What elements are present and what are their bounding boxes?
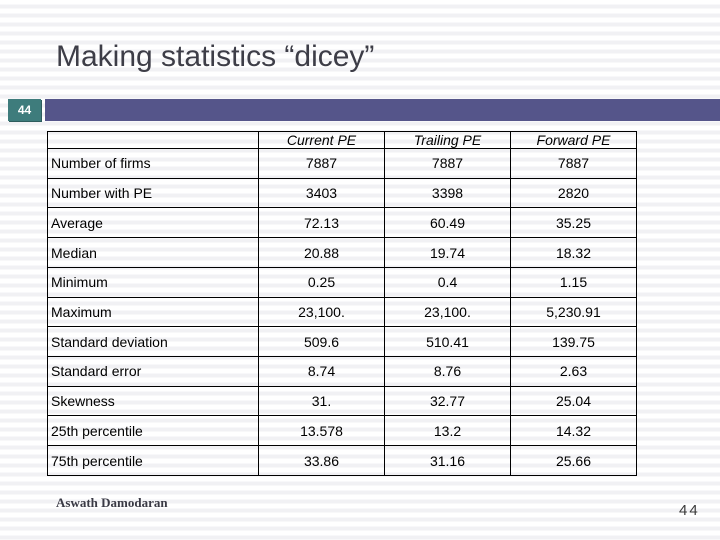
pe-statistics-table: Current PE Trailing PE Forward PE Number… [47,131,637,476]
cell-value: 13.2 [384,415,511,447]
table-header-row: Current PE Trailing PE Forward PE [47,131,637,149]
table-row: Median 20.88 19.74 18.32 [47,237,637,268]
row-label: Number with PE [47,177,259,209]
slide-title: Making statistics “dicey” [56,40,375,73]
row-label: Maximum [47,296,259,328]
footer-author: Aswath Damodaran [56,495,168,510]
page-number: 44 [679,502,700,519]
table-row: Maximum 23,100. 23,100. 5,230.91 [47,296,637,328]
slide-number-badge: 44 [8,99,41,121]
cell-value: 32.77 [384,385,511,417]
table-row: Standard error 8.74 8.76 2.63 [47,356,637,387]
cell-value: 20.88 [258,237,385,268]
cell-value: 8.76 [384,356,511,387]
cell-value: 33.86 [258,445,385,476]
cell-value: 35.25 [510,207,637,239]
cell-value: 5,230.91 [510,296,637,328]
cell-value: 25.66 [510,445,637,476]
row-label: Skewness [47,385,259,417]
table-row: Skewness 31. 32.77 25.04 [47,385,637,417]
cell-value: 18.32 [510,237,637,268]
row-label: 75th percentile [47,445,259,476]
table-row: Minimum 0.25 0.4 1.15 [47,266,637,298]
column-header-current-pe: Current PE [258,131,385,149]
cell-value: 2820 [510,177,637,209]
row-label: Minimum [47,266,259,298]
cell-value: 3403 [258,177,385,209]
row-label: Standard deviation [47,326,259,358]
cell-value: 1.15 [510,266,637,298]
row-label: Standard error [47,356,259,387]
cell-value: 7887 [384,148,511,179]
column-header-empty [47,131,259,149]
row-label: Average [47,207,259,239]
row-label: Median [47,237,259,268]
title-underline-bar [45,99,720,121]
cell-value: 510.41 [384,326,511,358]
table-row: Number with PE 3403 3398 2820 [47,177,637,209]
table-row: Number of firms 7887 7887 7887 [47,148,637,179]
cell-value: 0.25 [258,266,385,298]
cell-value: 23,100. [258,296,385,328]
cell-value: 31.16 [384,445,511,476]
cell-value: 72.13 [258,207,385,239]
row-label: 25th percentile [47,415,259,447]
cell-value: 13.578 [258,415,385,447]
table-row: 25th percentile 13.578 13.2 14.32 [47,415,637,447]
table-row: Average 72.13 60.49 35.25 [47,207,637,239]
cell-value: 509.6 [258,326,385,358]
row-label: Number of firms [47,148,259,179]
cell-value: 31. [258,385,385,417]
table-row: 75th percentile 33.86 31.16 25.66 [47,445,637,476]
cell-value: 7887 [510,148,637,179]
cell-value: 8.74 [258,356,385,387]
cell-value: 19.74 [384,237,511,268]
cell-value: 25.04 [510,385,637,417]
cell-value: 2.63 [510,356,637,387]
column-header-forward-pe: Forward PE [510,131,637,149]
cell-value: 139.75 [510,326,637,358]
column-header-trailing-pe: Trailing PE [384,131,511,149]
table-row: Standard deviation 509.6 510.41 139.75 [47,326,637,358]
cell-value: 14.32 [510,415,637,447]
cell-value: 60.49 [384,207,511,239]
cell-value: 0.4 [384,266,511,298]
cell-value: 23,100. [384,296,511,328]
cell-value: 3398 [384,177,511,209]
cell-value: 7887 [258,148,385,179]
